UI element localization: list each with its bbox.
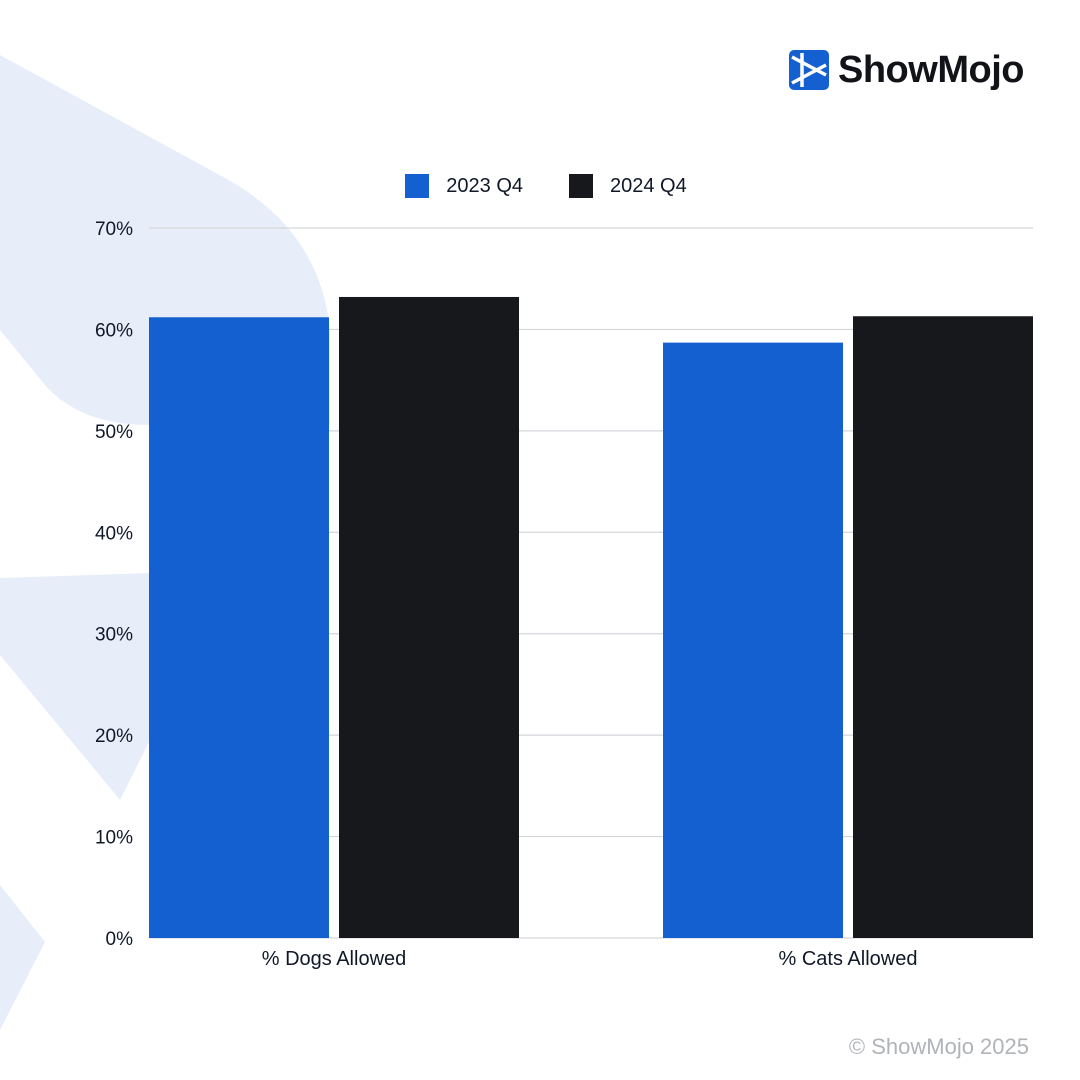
legend-item-2024: 2024 Q4 (569, 174, 687, 198)
y-tick-label: 40% (95, 523, 133, 544)
legend-item-2023: 2023 Q4 (405, 174, 523, 198)
showmojo-logo-icon (789, 50, 829, 90)
y-axis-ticks: 0% 10% 20% 30% 40% 50% 60% 70% (95, 219, 133, 950)
logo-text: ShowMojo (838, 48, 1024, 91)
x-tick-label: % Cats Allowed (779, 948, 918, 970)
x-axis-ticks: % Dogs Allowed % Cats Allowed (262, 948, 918, 970)
copyright-text: © ShowMojo 2025 (848, 1034, 1029, 1059)
legend-label-2023: 2023 Q4 (446, 174, 523, 197)
chart-legend: 2023 Q4 2024 Q4 (6, 174, 1080, 198)
y-tick-label: 30% (95, 625, 133, 646)
y-tick-label: 50% (95, 422, 133, 443)
legend-swatch-2024 (569, 174, 593, 198)
bar-2024-dogs (339, 296, 519, 938)
x-tick-label: % Dogs Allowed (262, 948, 407, 970)
y-tick-label: 60% (95, 320, 133, 341)
bar-2023-dogs (149, 317, 329, 938)
showmojo-logo: ShowMojo (788, 48, 1024, 92)
background-shape-middle (0, 573, 150, 800)
y-tick-label: 0% (106, 929, 134, 950)
y-tick-label: 20% (95, 726, 133, 747)
bar-2023-cats (663, 342, 843, 939)
background-shape-bottom (0, 885, 45, 1030)
legend-swatch-2023 (405, 174, 430, 198)
bars (149, 296, 1033, 939)
y-tick-label: 10% (95, 828, 133, 849)
bar-2024-cats (853, 316, 1033, 938)
y-tick-label: 70% (95, 219, 133, 240)
legend-label-2024: 2024 Q4 (610, 174, 687, 197)
